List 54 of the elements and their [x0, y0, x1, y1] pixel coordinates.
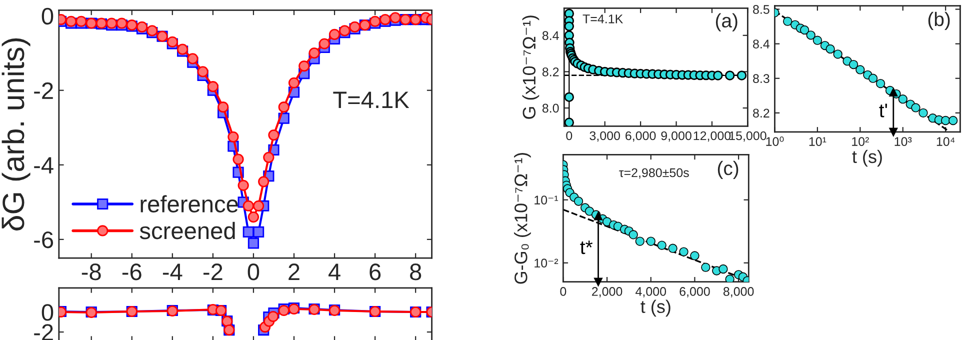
- x-axis-title: t (s): [640, 300, 670, 317]
- ref-line-label: t': [879, 104, 888, 118]
- x-tick-label: 8: [410, 264, 422, 280]
- x-tick-label: 4: [328, 264, 340, 280]
- x-tick-label: 15,000: [730, 131, 766, 142]
- x-tick-label: 9,000: [661, 131, 692, 142]
- x-tick-label: 10⁴: [936, 137, 955, 146]
- x-tick-label: 10²: [852, 137, 869, 146]
- x-tick-label: 2,000: [592, 287, 622, 298]
- x-tick-label: 8,000: [723, 287, 754, 298]
- y-tick-label: 8.5: [753, 5, 770, 14]
- annotation: (a): [716, 13, 738, 32]
- y-axis-title: G-G₀ (x10⁻⁷Ω⁻¹): [514, 152, 531, 284]
- x-tick-label: 6,000: [626, 131, 656, 142]
- x-tick-label: 2: [288, 264, 300, 280]
- x-tick-label: 10⁰: [766, 136, 784, 146]
- y-tick-label: 0: [42, 8, 54, 25]
- y-tick-label: -6: [34, 231, 54, 248]
- annotation: T=4.1K: [333, 92, 410, 108]
- x-tick-label: 4,000: [636, 287, 666, 298]
- x-tick-label: 0: [560, 287, 566, 296]
- y-tick-label: -2: [34, 82, 53, 99]
- annotation: (c): [718, 160, 738, 180]
- annotation: τ=2,980±50s: [618, 168, 689, 179]
- x-tick-label: -2: [203, 264, 222, 280]
- y-tick-label: 8.2: [542, 67, 559, 76]
- y-tick-label: 0: [42, 304, 54, 321]
- x-tick-label: 6,000: [680, 287, 710, 298]
- y-tick-label: 8.2: [753, 108, 770, 118]
- y-tick-label: 10⁻²: [534, 258, 558, 268]
- x-tick-label: 3,000: [590, 131, 620, 142]
- y-tick-label: 8.4: [753, 40, 770, 48]
- y-tick-label: 8.0: [542, 104, 559, 113]
- y-tick-label: -4: [34, 157, 54, 174]
- y-tick-label: 10⁻¹: [534, 196, 558, 204]
- legend-label: screened: [140, 222, 235, 240]
- x-tick-label: 10³: [894, 137, 912, 146]
- x-tick-label: 6: [370, 264, 381, 280]
- x-axis-title: t (s): [852, 150, 882, 167]
- ref-line-label: t*: [580, 240, 593, 254]
- x-tick-label: 0: [566, 131, 572, 140]
- annotation: T=4.1K: [582, 14, 624, 24]
- annotation: (b): [928, 12, 950, 30]
- x-tick-label: 12,000: [694, 131, 731, 142]
- x-tick-label: -4: [162, 264, 182, 280]
- y-axis-title: δG (arb. units): [2, 38, 30, 230]
- y-axis-title: G (x10⁻⁷Ω⁻¹): [522, 16, 540, 119]
- y-tick-label: 8.3: [753, 74, 770, 84]
- legend-label: reference: [140, 195, 238, 212]
- x-tick-label: -8: [82, 264, 101, 280]
- x-tick-label: 0: [248, 264, 260, 280]
- y-tick-label: 8.4: [542, 31, 559, 40]
- x-tick-label: -6: [122, 264, 142, 280]
- x-tick-label: 10¹: [809, 137, 826, 146]
